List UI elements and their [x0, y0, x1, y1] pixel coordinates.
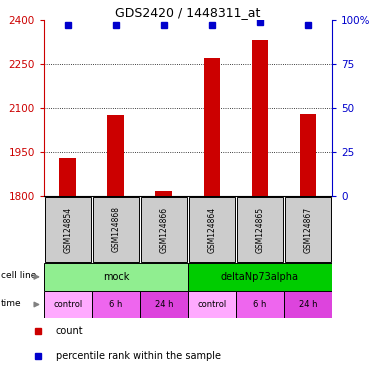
Bar [59, 158, 76, 196]
Bar [285, 197, 331, 262]
Text: 6 h: 6 h [253, 300, 267, 309]
Bar [189, 197, 235, 262]
Text: 24 h: 24 h [155, 300, 173, 309]
Text: count: count [56, 326, 83, 336]
Bar [92, 291, 140, 318]
Text: GSM124865: GSM124865 [256, 206, 265, 253]
Bar [236, 291, 284, 318]
Text: GSM124868: GSM124868 [111, 207, 120, 252]
Bar [300, 114, 316, 196]
Bar [45, 197, 91, 262]
Text: control: control [53, 300, 82, 309]
Bar [284, 291, 332, 318]
Text: GSM124867: GSM124867 [303, 206, 312, 253]
Text: deltaNp73alpha: deltaNp73alpha [221, 272, 299, 282]
Bar [188, 291, 236, 318]
Bar [188, 263, 332, 291]
Text: cell line: cell line [1, 271, 36, 280]
Text: 24 h: 24 h [299, 300, 317, 309]
Text: 6 h: 6 h [109, 300, 122, 309]
Bar [44, 263, 188, 291]
Title: GDS2420 / 1448311_at: GDS2420 / 1448311_at [115, 6, 260, 19]
Bar [155, 192, 172, 196]
Text: mock: mock [103, 272, 129, 282]
Text: GSM124864: GSM124864 [207, 206, 216, 253]
Bar [141, 197, 187, 262]
Bar [108, 115, 124, 196]
Bar [204, 58, 220, 196]
Bar [44, 291, 92, 318]
Bar [93, 197, 139, 262]
Bar [237, 197, 283, 262]
Bar [252, 40, 268, 196]
Text: GSM124854: GSM124854 [63, 206, 72, 253]
Text: time: time [1, 299, 22, 308]
Bar [140, 291, 188, 318]
Text: GSM124866: GSM124866 [160, 206, 168, 253]
Text: percentile rank within the sample: percentile rank within the sample [56, 351, 221, 361]
Text: control: control [197, 300, 227, 309]
